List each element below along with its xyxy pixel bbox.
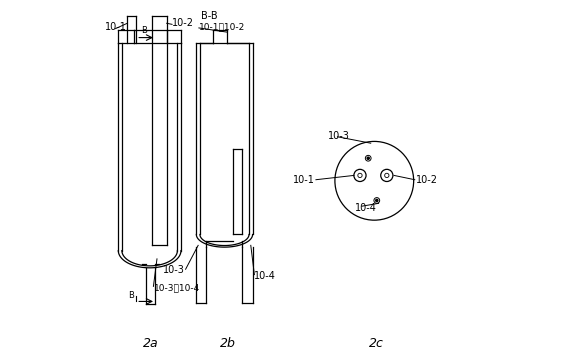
- Text: 2a: 2a: [143, 337, 158, 350]
- Text: 10-2: 10-2: [415, 175, 438, 185]
- Circle shape: [367, 157, 369, 159]
- Text: 10-1和10-2: 10-1和10-2: [199, 22, 245, 32]
- Text: 10-3: 10-3: [162, 265, 185, 275]
- Text: 10-1: 10-1: [293, 175, 315, 185]
- Text: 2b: 2b: [220, 337, 235, 350]
- Text: 10-4: 10-4: [254, 271, 276, 281]
- Text: B: B: [128, 291, 135, 300]
- Text: 10-4: 10-4: [355, 203, 376, 213]
- Text: B-B: B-B: [201, 11, 218, 21]
- Text: B: B: [142, 26, 147, 35]
- Text: 2c: 2c: [368, 337, 384, 350]
- Text: 10-3: 10-3: [328, 131, 350, 141]
- Text: 10-2: 10-2: [172, 18, 194, 28]
- Text: 10-3和10-4: 10-3和10-4: [154, 284, 200, 293]
- Circle shape: [376, 199, 378, 202]
- Text: 10-1: 10-1: [105, 22, 127, 32]
